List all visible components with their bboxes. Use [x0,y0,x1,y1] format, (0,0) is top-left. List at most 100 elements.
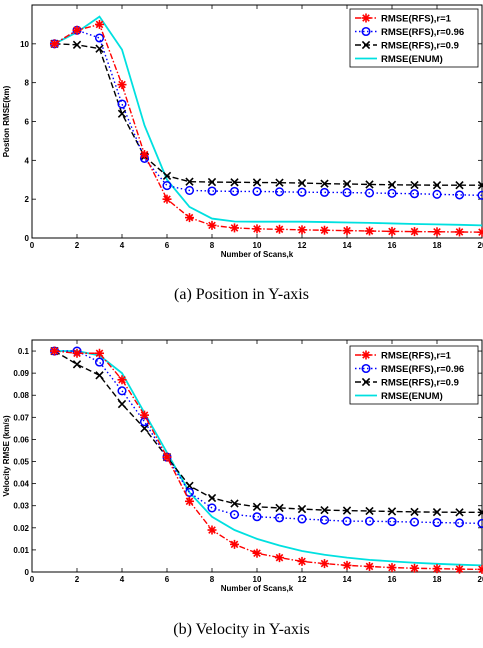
series-3-point [342,179,352,189]
series-2-point [364,516,375,526]
series-1-point [72,25,82,35]
y-tick-label: 0.01 [13,546,29,555]
series-1-point [320,559,329,569]
series-2-point [117,386,127,396]
y-tick-label: 8 [25,79,30,88]
y-axis-label: Postion RMSE(km) [2,85,11,157]
series-1-point [207,525,217,535]
series-3-point [365,180,374,189]
series-2-point [297,187,307,197]
series-3-point [117,109,127,118]
series-3-point [455,508,464,517]
y-tick-label: 2 [25,195,30,204]
series-1-point [432,564,442,574]
series-3-point [365,506,374,516]
series-1-line [54,23,483,233]
x-tick-label: 16 [388,575,397,584]
series-2-point [229,510,240,520]
series-2-point [432,189,442,199]
series-3-point [410,507,419,517]
series-1-point [365,226,374,236]
series-3-point [252,178,262,187]
series-3-point [297,504,307,514]
x-tick-label: 8 [210,241,215,250]
series-1-point [320,225,329,235]
series-3-point [72,360,82,369]
chart-velocity: 0 2 4 6 8 10 12 14 16 18 20 0 0.01 0.02 0.03 0.04 0.05 0.… [2,339,483,593]
x-tick-label: 10 [253,575,262,584]
x-tick-label: 16 [388,241,397,250]
series-2-point [162,181,172,191]
series-1-point [432,227,442,237]
series-3-point [361,40,371,50]
series-1-point [342,226,352,236]
series-2-point [94,357,105,367]
series-1-point [455,564,464,574]
legend-label: RMSE(ENUM) [381,391,443,402]
series-3-point [185,177,194,186]
y-tick-label: 0.07 [13,413,29,422]
series-2-point [319,187,330,197]
series-2-point [117,99,127,109]
y-tick-label: 0.03 [13,502,29,511]
x-tick-label: 6 [165,241,170,250]
series-1-point [95,19,104,29]
series-4-line [54,15,483,227]
series-1-point [275,553,284,563]
series-2-point [364,188,375,198]
series-2-point [432,517,442,528]
series-1-point [252,548,262,558]
x-tick-label: 4 [120,241,125,250]
legend-label: RMSE(RFS),r=0.96 [381,364,464,375]
series-3-point [95,44,104,53]
series-1-point [361,13,371,23]
series-1-point [230,223,239,233]
series-1-point [162,452,172,462]
series-3-point [275,503,284,513]
y-tick-label: 0 [25,568,30,577]
series-2-point [361,26,371,37]
series-3-point [387,180,397,189]
series-2-point [361,363,371,374]
series-3-point [477,181,483,190]
legend-label: RMSE(RFS),r=0.9 [381,378,459,389]
series-3-point [162,171,172,181]
legend-label: RMSE(RFS),r=1 [381,14,452,25]
series-2-point [207,186,217,196]
series-1-point [95,348,104,358]
series-1-point [477,564,483,574]
series-3-point [230,178,239,187]
series-1-point [117,80,127,90]
series-2-point [207,503,217,513]
y-tick-label: 0.02 [13,524,29,533]
y-tick-label: 0.04 [13,480,29,489]
x-tick-label: 20 [478,241,483,250]
chart-position: 024681012141618200246810Number of Scans,… [2,4,483,259]
y-tick-label: 0.05 [13,458,29,467]
series-3-point [95,371,104,380]
series-3-point [117,399,127,409]
series-1-point [297,556,307,566]
series-3-point [252,502,262,511]
series-3-point [140,424,149,433]
series-3-point [477,508,483,517]
x-tick-label: 18 [433,241,442,250]
series-1-point [72,348,82,358]
series-3-point [207,177,217,187]
y-axis-label: Velocity RMSE (km/s) [2,415,11,497]
legend-label: RMSE(RFS),r=0.96 [381,27,464,38]
series-3-point [230,499,239,508]
series-1-point [162,194,172,204]
y-tick-label: 0.08 [13,391,29,400]
series-1-point [140,410,149,420]
series-3-point [432,507,442,517]
series-1-point [117,375,127,385]
x-tick-label: 14 [343,575,352,584]
series-3-point [361,377,371,387]
x-tick-label: 6 [165,575,170,584]
series-3-point [207,493,217,503]
series-1-point [361,350,371,360]
legend: RMSE(RFS),r=1 RMSE(RFS),r=0.96 RMSE(RFS),r… [349,345,479,405]
series-2-point [184,185,195,195]
